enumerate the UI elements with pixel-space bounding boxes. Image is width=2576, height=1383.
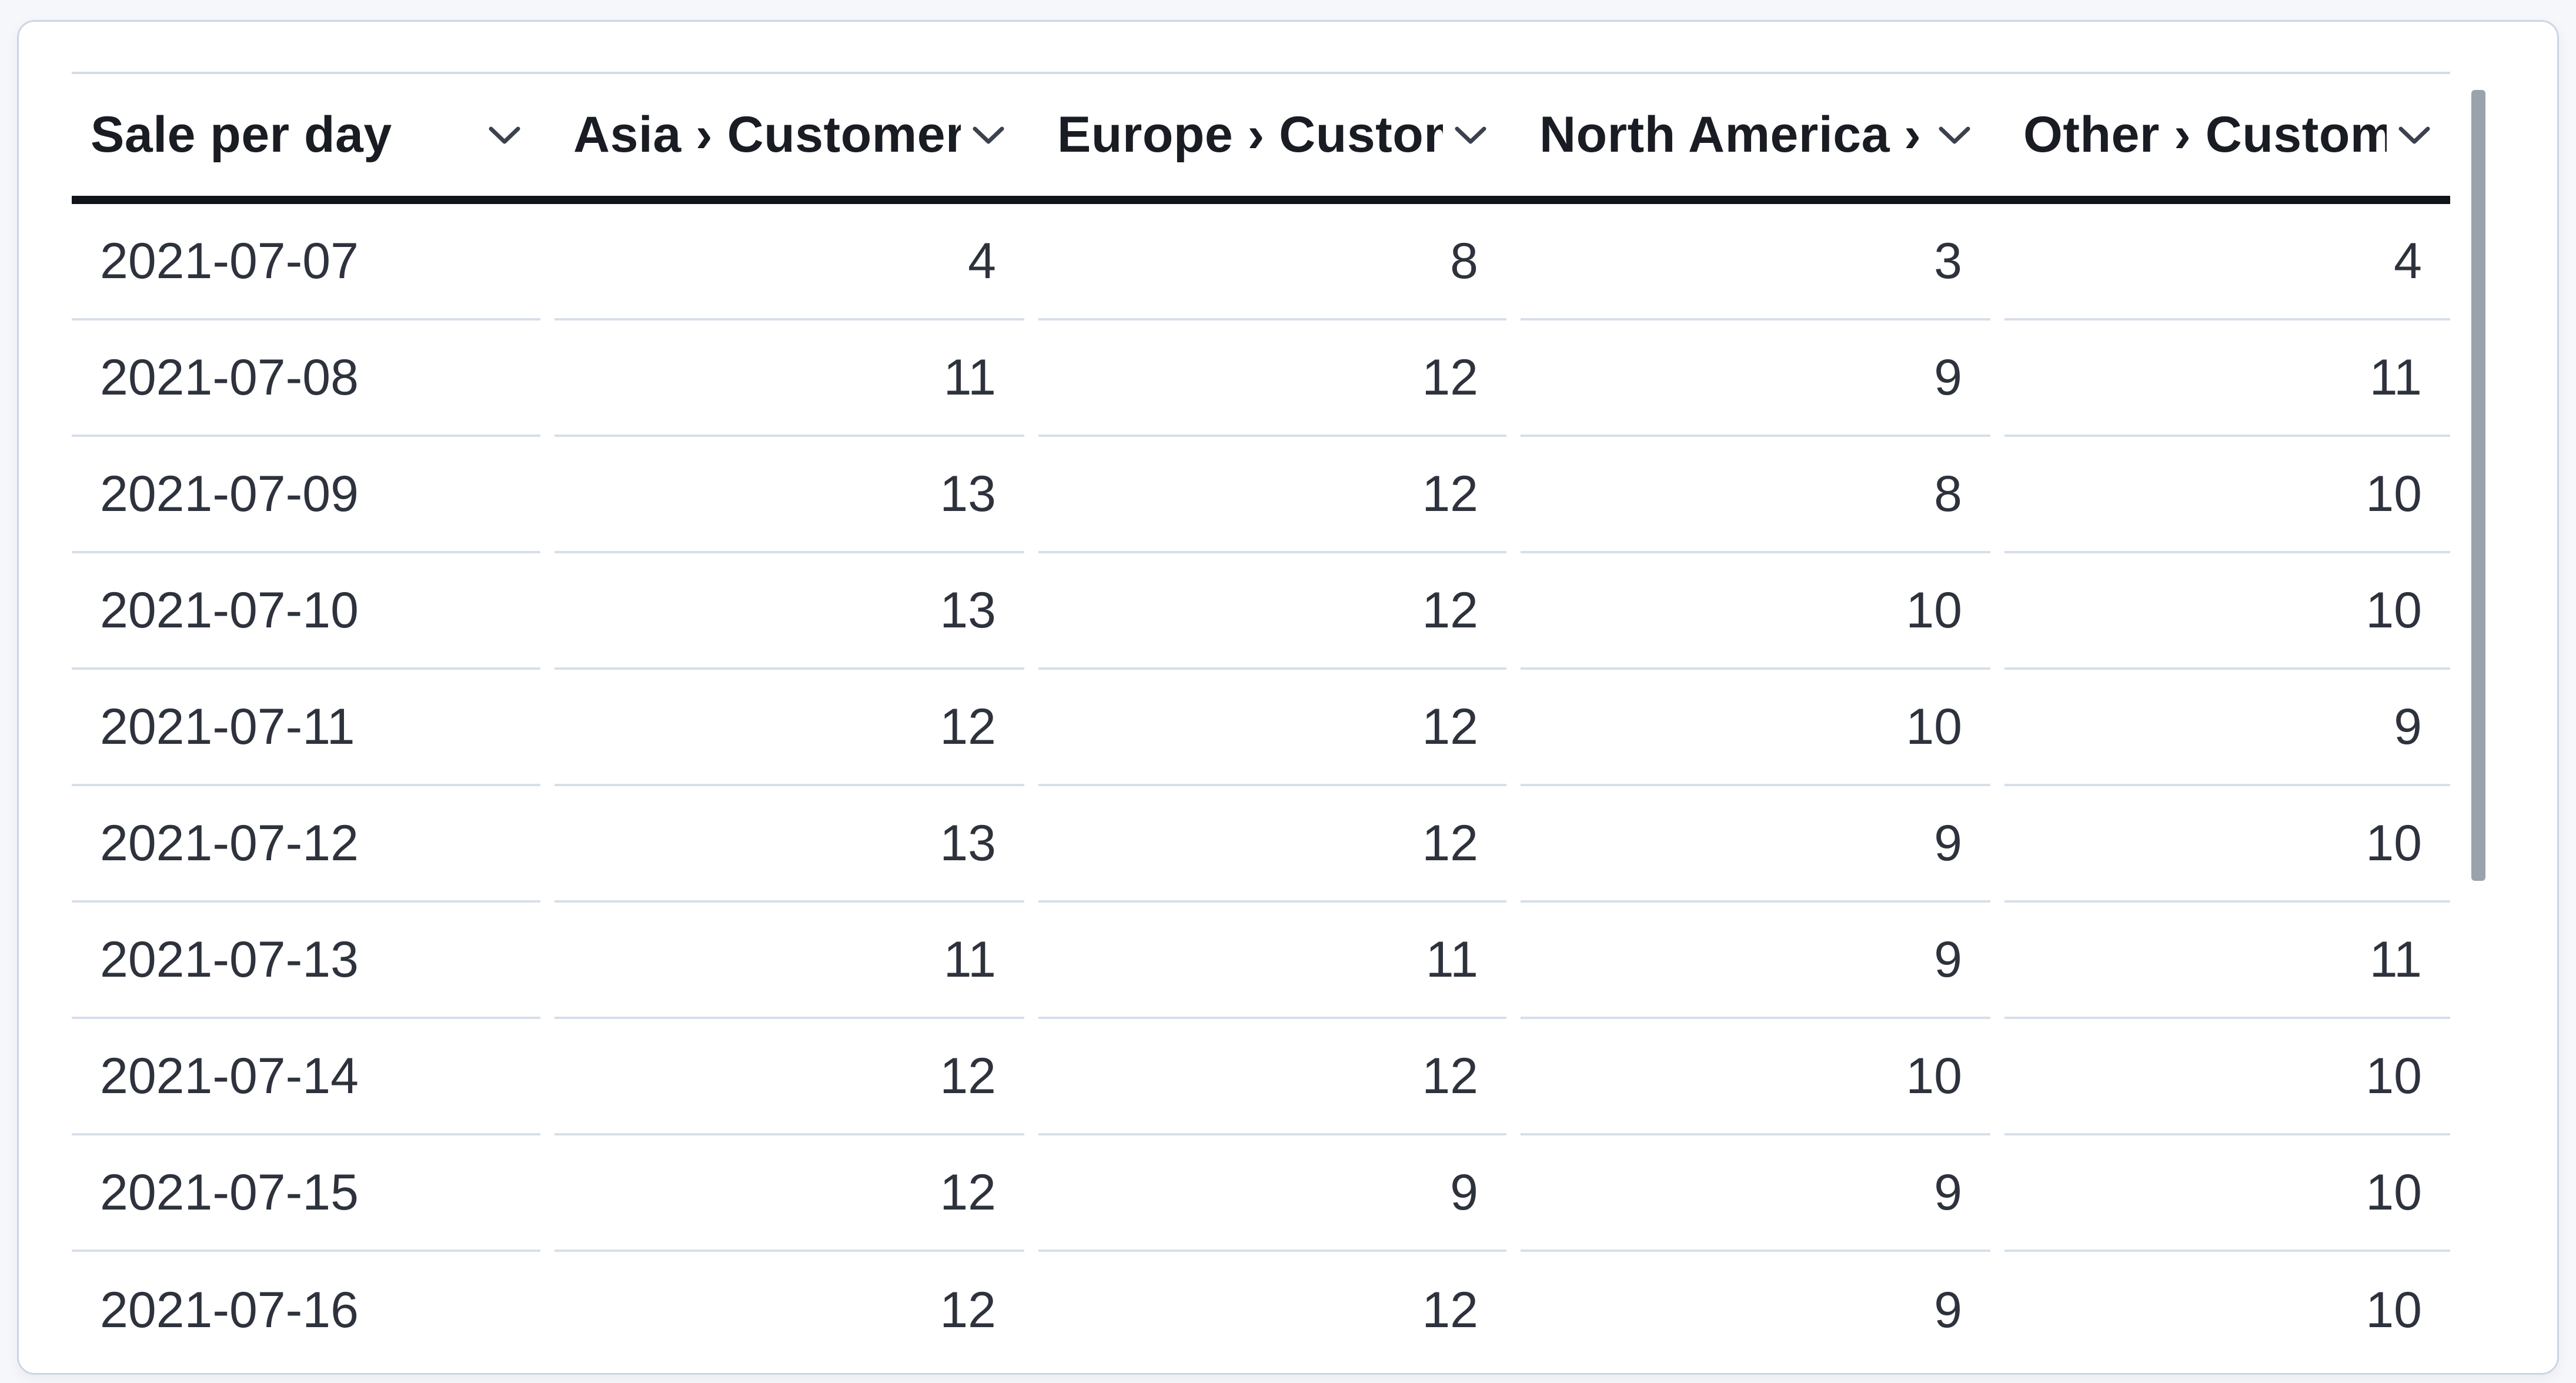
value-cell: 12 <box>554 1019 1024 1135</box>
value-cell: 8 <box>1038 204 1506 320</box>
column-header[interactable]: Sale per day <box>72 74 540 196</box>
value-cell: 9 <box>1521 786 1990 903</box>
value-cell: 12 <box>1038 437 1506 553</box>
column-header[interactable]: Europe › Customers <box>1038 74 1506 196</box>
column-header-label: Europe › Customers <box>1057 106 1443 163</box>
value-cell: 12 <box>1422 1281 1478 1338</box>
date-cell: 2021-07-12 <box>72 786 540 903</box>
table-row: 2021-07-14 12 12 10 10 <box>72 1019 2450 1135</box>
value-cell: 10 <box>2004 1019 2450 1135</box>
table-row: 2021-07-13 11 11 9 11 <box>72 903 2450 1019</box>
date-cell: 2021-07-15 <box>72 1135 540 1252</box>
value-cell: 9 <box>1521 320 1990 437</box>
value-cell: 11 <box>2004 320 2450 437</box>
value-cell: 4 <box>2004 204 2450 320</box>
table-row: 2021-07-15 12 9 9 10 <box>72 1135 2450 1252</box>
value-cell: 11 <box>554 320 1024 437</box>
value-cell: 11 <box>554 903 1024 1019</box>
value-cell: 9 <box>2004 670 2450 786</box>
value-cell: 12 <box>554 1135 1024 1252</box>
scrollbar-thumb[interactable] <box>2471 90 2485 881</box>
datatable-panel: Sale per day Asia › Customers Europe › Cus… <box>17 20 2559 1375</box>
table-row: 2021-07-12 13 12 9 10 <box>72 786 2450 903</box>
value-cell: 8 <box>1521 437 1990 553</box>
date-cell: 2021-07-09 <box>72 437 540 553</box>
column-header[interactable]: Other › Customers <box>2004 74 2450 196</box>
value-cell: 10 <box>2365 1281 2422 1338</box>
value-cell: 10 <box>2004 1135 2450 1252</box>
column-header-label: North America › Customers <box>1539 106 1927 163</box>
date-cell: 2021-07-10 <box>72 553 540 670</box>
date-cell: 2021-07-07 <box>72 204 540 320</box>
table-body: 2021-07-07 4 8 3 4 2021-07-08 11 12 9 11 2021-07-0… <box>72 204 2450 1368</box>
value-cell: 12 <box>1038 553 1506 670</box>
value-cell: 10 <box>1521 1019 1990 1135</box>
value-cell: 13 <box>554 437 1024 553</box>
value-cell: 11 <box>2004 903 2450 1019</box>
date-cell: 2021-07-11 <box>72 670 540 786</box>
table-row: 2021-07-11 12 12 10 9 <box>72 670 2450 786</box>
value-cell: 12 <box>1038 320 1506 437</box>
value-cell: 12 <box>940 1281 996 1338</box>
value-cell: 10 <box>1521 670 1990 786</box>
column-header-label: Asia › Customers <box>573 106 961 163</box>
value-cell: 3 <box>1521 204 1990 320</box>
value-cell: 9 <box>1038 1135 1506 1252</box>
table-row: 2021-07-16 12 12 9 10 <box>72 1252 2450 1368</box>
date-cell: 2021-07-14 <box>72 1019 540 1135</box>
value-cell: 12 <box>554 670 1024 786</box>
chevron-down-icon[interactable] <box>1454 125 1488 146</box>
table-row: 2021-07-10 13 12 10 10 <box>72 553 2450 670</box>
value-cell: 9 <box>1934 1281 1962 1338</box>
value-cell: 10 <box>2004 553 2450 670</box>
chevron-down-icon[interactable] <box>971 125 1005 146</box>
data-table: Sale per day Asia › Customers Europe › Cus… <box>72 72 2450 1368</box>
value-cell: 13 <box>554 553 1024 670</box>
value-cell: 10 <box>2004 786 2450 903</box>
value-cell: 10 <box>1521 553 1990 670</box>
date-cell: 2021-07-13 <box>72 903 540 1019</box>
vertical-scrollbar[interactable] <box>2471 90 2485 1354</box>
column-header-label: Other › Customers <box>2023 106 2387 163</box>
value-cell: 10 <box>2004 437 2450 553</box>
value-cell: 9 <box>1521 1135 1990 1252</box>
value-cell: 12 <box>1038 670 1506 786</box>
value-cell: 11 <box>1038 903 1506 1019</box>
table-row: 2021-07-08 11 12 9 11 <box>72 320 2450 437</box>
table-row: 2021-07-07 4 8 3 4 <box>72 204 2450 320</box>
column-header[interactable]: Asia › Customers <box>554 74 1024 196</box>
chevron-down-icon[interactable] <box>1937 125 1972 146</box>
chevron-down-icon[interactable] <box>487 125 522 146</box>
chevron-down-icon[interactable] <box>2397 125 2431 146</box>
value-cell: 13 <box>554 786 1024 903</box>
table-header-row: Sale per day Asia › Customers Europe › Cus… <box>72 72 2450 204</box>
value-cell: 12 <box>1038 786 1506 903</box>
value-cell: 9 <box>1521 903 1990 1019</box>
column-header-label: Sale per day <box>91 106 392 163</box>
date-cell: 2021-07-08 <box>72 320 540 437</box>
column-header[interactable]: North America › Customers <box>1521 74 1990 196</box>
value-cell: 4 <box>554 204 1024 320</box>
value-cell: 12 <box>1038 1019 1506 1135</box>
date-cell: 2021-07-16 <box>100 1281 359 1338</box>
table-row: 2021-07-09 13 12 8 10 <box>72 437 2450 553</box>
